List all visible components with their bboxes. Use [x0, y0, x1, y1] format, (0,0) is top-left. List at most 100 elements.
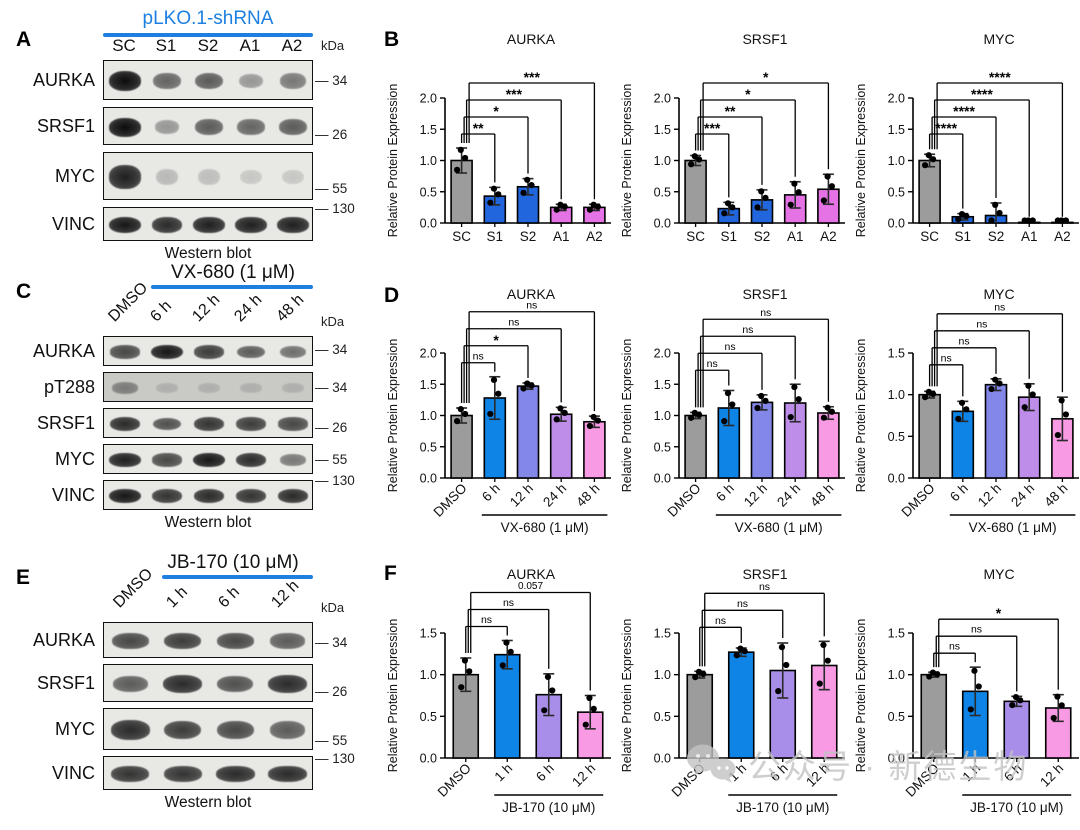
- x-category-label: 1 h: [725, 761, 749, 785]
- error-bar: [582, 694, 597, 730]
- band: [153, 72, 181, 90]
- y-tick-label: 1.5: [420, 378, 437, 392]
- y-tick-label: 0.0: [888, 472, 905, 486]
- data-point: [824, 404, 831, 411]
- band: [108, 71, 142, 91]
- y-axis-label: Relative Protein Expression: [386, 84, 400, 238]
- data-point: [992, 201, 999, 208]
- band: [152, 417, 182, 431]
- band: [198, 383, 220, 393]
- kda-marker-26: — 26: [315, 683, 348, 699]
- x-category-label: A2: [1054, 229, 1071, 244]
- data-point: [922, 394, 929, 401]
- lane-label: 6 h: [147, 297, 176, 326]
- bar-chart-svg: SRSF1 Relative Protein Expression 0.0 0.5 1.…: [620, 566, 845, 815]
- sig-label: *: [493, 332, 499, 348]
- error-bar: [754, 188, 769, 211]
- error-bar: [955, 210, 970, 223]
- error-bar: [733, 645, 748, 659]
- data-point: [1050, 714, 1057, 722]
- bar-12h: [984, 383, 1008, 479]
- band: [164, 632, 202, 650]
- data-point: [820, 414, 827, 421]
- data-point: [791, 180, 798, 187]
- error-bar: [487, 185, 502, 206]
- sig-bracket: *: [702, 69, 830, 170]
- data-point: [490, 185, 498, 192]
- data-point: [787, 413, 794, 421]
- error-bar: [454, 146, 469, 174]
- blot-strip-vinc: [103, 756, 313, 790]
- sig-label: ns: [481, 614, 492, 626]
- panel-a-western-blot: pLKO.1-shRNA SC S1 S2 A1 A2 kDa AURKA — 34 SRSF1 —…: [8, 6, 368, 262]
- data-point: [955, 415, 962, 422]
- error-bar: [926, 669, 941, 680]
- band: [109, 165, 141, 189]
- y-axis-label: Relative Protein Expression: [620, 619, 634, 773]
- sig-bracket: ns: [699, 615, 742, 667]
- sig-bracket: ns: [933, 641, 976, 668]
- sig-label: ****: [971, 86, 993, 102]
- data-point: [724, 390, 732, 397]
- data-point: [490, 376, 498, 384]
- band: [112, 676, 148, 692]
- data-point: [1058, 397, 1065, 404]
- x-category-label: DMSO: [430, 481, 469, 520]
- band: [282, 383, 304, 393]
- y-axis-label: Relative Protein Expression: [854, 619, 868, 773]
- sig-bracket: ns: [701, 598, 784, 667]
- sig-bracket: 0.057: [470, 581, 591, 691]
- sig-bracket: ****: [933, 86, 1030, 217]
- treatment-header: pLKO.1-shRNA: [142, 8, 274, 29]
- data-point: [594, 417, 601, 424]
- y-tick-label: 1.0: [420, 409, 437, 423]
- error-bar: [787, 383, 802, 423]
- band: [110, 720, 150, 740]
- data-point: [1062, 411, 1069, 418]
- x-category-label: SC: [686, 229, 705, 244]
- y-tick-label: 1.0: [420, 668, 437, 682]
- x-category-label: A1: [553, 229, 570, 244]
- bar-chart-svg: AURKA Relative Protein Expression 0.0 0.5 1.…: [386, 31, 611, 244]
- band: [109, 416, 141, 432]
- error-bar: [458, 657, 473, 693]
- data-point: [820, 641, 827, 649]
- data-point: [691, 153, 698, 160]
- x-category-label: DMSO: [664, 481, 703, 520]
- sig-label: ns: [994, 301, 1005, 313]
- x-category-label: 12 h: [507, 481, 536, 510]
- error-bar: [955, 399, 970, 423]
- sig-bracket: *: [463, 332, 529, 403]
- y-tick-label: 0.0: [654, 472, 671, 486]
- data-point: [922, 162, 929, 169]
- y-tick-label: 0.5: [888, 710, 905, 724]
- treatment-header: JB-170 (10 μM): [167, 552, 299, 573]
- band: [235, 489, 267, 503]
- data-point: [828, 408, 835, 415]
- sig-bracket: ns: [704, 581, 825, 667]
- sig-bracket: *: [699, 86, 796, 177]
- western-blot-caption: Western blot: [164, 794, 252, 811]
- sig-label: *: [763, 69, 769, 85]
- band: [197, 169, 221, 185]
- sig-bracket: ****: [928, 120, 964, 209]
- data-point: [1025, 382, 1032, 389]
- sig-bracket: ns: [933, 318, 1030, 387]
- data-point: [524, 176, 531, 183]
- y-tick-label: 1.0: [888, 668, 905, 682]
- protein-label-srsf1: SRSF1: [36, 413, 95, 433]
- data-point: [688, 161, 695, 168]
- y-tick-label: 0.5: [888, 430, 905, 444]
- bar-1h: [493, 653, 521, 759]
- data-point: [586, 206, 593, 213]
- chart-b-aurka: AURKA Relative Protein Expression 0.0 0.5 1.…: [383, 28, 621, 263]
- y-tick-label: 2.0: [420, 92, 437, 106]
- sig-bracket: ***: [468, 69, 596, 200]
- chart-f-aurka: AURKA Relative Protein Expression 0.0 0.5 1.…: [383, 563, 621, 830]
- data-point: [733, 652, 740, 659]
- data-point: [1021, 404, 1028, 411]
- band: [156, 383, 178, 393]
- data-point: [586, 694, 593, 702]
- data-point: [487, 199, 494, 206]
- error-bar: [499, 639, 514, 670]
